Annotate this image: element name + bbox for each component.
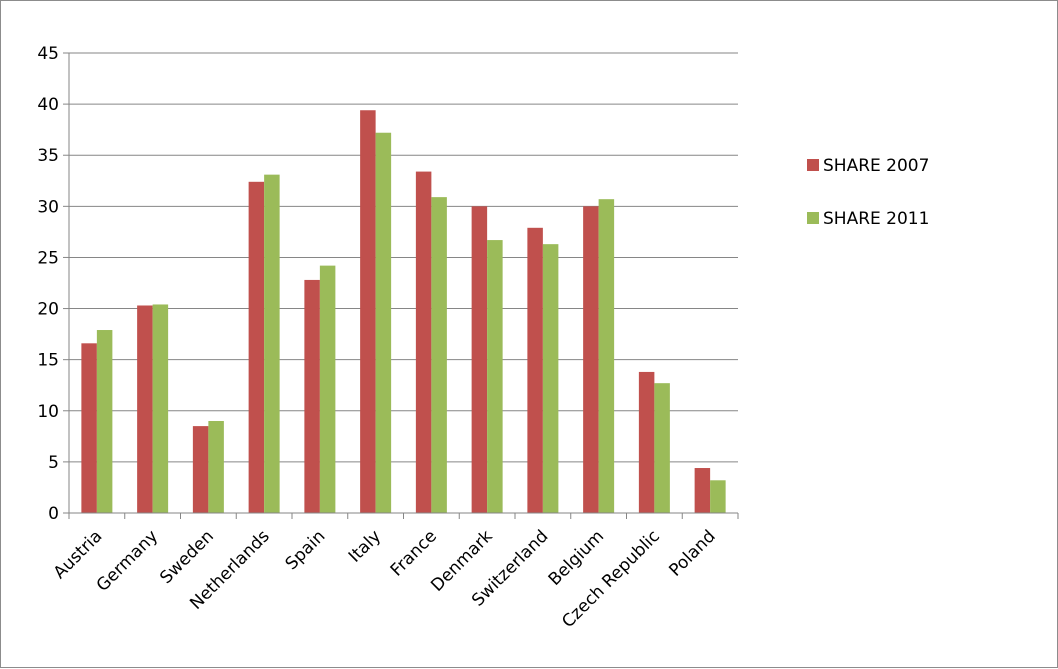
- bar-share-2011: [96, 330, 113, 513]
- bar-share-2007: [583, 206, 599, 514]
- bar-share-2011: [208, 421, 224, 513]
- x-tick-label: Poland: [665, 526, 719, 580]
- bar-share-2007: [694, 468, 711, 513]
- bar-share-2011: [431, 197, 447, 513]
- x-tick-label: Czech Republic: [558, 526, 664, 632]
- bar-share-2007: [471, 206, 488, 514]
- x-tick-label: Germany: [93, 526, 162, 595]
- bar-share-2011: [542, 244, 559, 513]
- y-tick-label: 0: [48, 504, 59, 524]
- bar-share-2007: [137, 305, 153, 513]
- bar-share-2011: [319, 265, 336, 513]
- bar-share-2007: [415, 171, 432, 514]
- y-tick-label: 30: [37, 197, 59, 217]
- bar-share-2007: [638, 371, 655, 513]
- legend-label: SHARE 2011: [823, 209, 929, 229]
- legend-label: SHARE 2007: [823, 156, 929, 176]
- y-tick-label: 40: [37, 95, 59, 115]
- x-tick-label: Italy: [345, 526, 385, 566]
- x-tick-label: Spain: [282, 526, 330, 574]
- bar-share-2011: [152, 304, 169, 513]
- y-tick-label: 15: [37, 351, 59, 371]
- y-tick-label: 5: [48, 453, 59, 473]
- bar-share-2011: [654, 383, 670, 513]
- bars: [81, 110, 726, 514]
- bar-share-2007: [527, 227, 543, 514]
- bar-share-2007: [360, 110, 376, 513]
- bar-share-2007: [192, 426, 209, 513]
- gridlines: [69, 52, 738, 463]
- y-tick-label: 25: [37, 248, 59, 268]
- bar-share-2011: [264, 174, 280, 513]
- bar-share-2011: [710, 480, 726, 513]
- legend-swatch: [807, 212, 819, 224]
- legend: SHARE 2007 SHARE 2011: [807, 156, 929, 229]
- x-tick-label: Austria: [50, 526, 107, 583]
- bar-share-2007: [248, 181, 265, 514]
- bar-share-2011: [487, 240, 503, 514]
- bar-share-2011: [375, 132, 392, 513]
- y-tick-label: 20: [37, 300, 59, 320]
- y-tick-label: 45: [37, 44, 59, 64]
- bar-share-2007: [304, 279, 320, 513]
- bar-share-2007: [81, 343, 97, 513]
- y-tick-label: 10: [37, 402, 59, 422]
- x-tick-label: France: [387, 526, 441, 580]
- legend-swatch: [807, 159, 819, 171]
- y-axis: 0 5 10 15 20 25 30 35 40 45: [37, 44, 70, 524]
- bar-share-2011: [598, 199, 615, 513]
- y-tick-label: 35: [37, 146, 59, 166]
